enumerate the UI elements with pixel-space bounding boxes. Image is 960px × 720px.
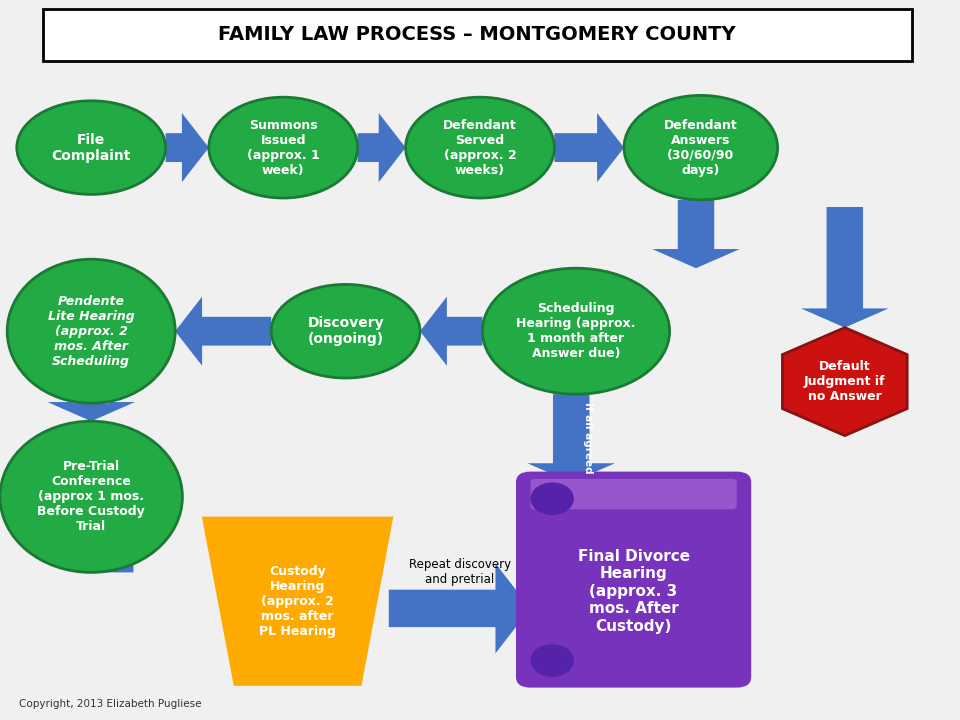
Polygon shape — [527, 395, 615, 482]
Text: Defendant
Answers
(30/60/90
days): Defendant Answers (30/60/90 days) — [664, 119, 737, 176]
Ellipse shape — [482, 268, 670, 395]
FancyBboxPatch shape — [43, 9, 912, 61]
Polygon shape — [202, 517, 394, 685]
Text: Discovery
(ongoing): Discovery (ongoing) — [307, 316, 384, 346]
FancyBboxPatch shape — [516, 472, 751, 688]
FancyBboxPatch shape — [530, 479, 737, 509]
Text: Defendant
Served
(approx. 2
weeks): Defendant Served (approx. 2 weeks) — [444, 119, 516, 176]
Text: Copyright, 2013 Elizabeth Pugliese: Copyright, 2013 Elizabeth Pugliese — [19, 699, 202, 709]
Ellipse shape — [531, 482, 574, 515]
Ellipse shape — [208, 97, 357, 198]
Ellipse shape — [531, 644, 574, 677]
Polygon shape — [165, 113, 208, 182]
Text: Repeat discovery
and pretrial: Repeat discovery and pretrial — [409, 559, 511, 586]
Ellipse shape — [8, 259, 175, 403]
Text: Default
Judgment if
no Answer: Default Judgment if no Answer — [804, 360, 885, 403]
Text: FAMILY LAW PROCESS – MONTGOMERY COUNTY: FAMILY LAW PROCESS – MONTGOMERY COUNTY — [218, 25, 736, 44]
Polygon shape — [71, 494, 159, 572]
Ellipse shape — [16, 101, 166, 194]
Text: Scheduling
Hearing (approx.
1 month after
Answer due): Scheduling Hearing (approx. 1 month afte… — [516, 302, 636, 360]
Polygon shape — [357, 113, 405, 182]
Ellipse shape — [0, 421, 182, 572]
Text: File
Complaint: File Complaint — [52, 132, 131, 163]
Ellipse shape — [624, 95, 778, 200]
Text: Final Divorce
Hearing
(approx. 3
mos. After
Custody): Final Divorce Hearing (approx. 3 mos. Af… — [578, 549, 689, 634]
Text: If all agreed: If all agreed — [583, 402, 592, 474]
Polygon shape — [389, 564, 530, 653]
Text: Custody
Hearing
(approx. 2
mos. after
PL Hearing: Custody Hearing (approx. 2 mos. after PL… — [259, 564, 336, 638]
Polygon shape — [801, 207, 889, 328]
Text: Summons
Issued
(approx. 1
week): Summons Issued (approx. 1 week) — [247, 119, 320, 176]
Polygon shape — [652, 199, 740, 268]
Polygon shape — [420, 297, 482, 366]
Ellipse shape — [271, 284, 420, 378]
Ellipse shape — [406, 97, 555, 198]
Text: Pendente
Lite Hearing
(approx. 2
mos. After
Scheduling: Pendente Lite Hearing (approx. 2 mos. Af… — [48, 294, 134, 368]
Polygon shape — [555, 113, 624, 182]
Polygon shape — [47, 402, 135, 421]
Polygon shape — [782, 328, 907, 436]
Text: Pre-Trial
Conference
(approx 1 mos.
Before Custody
Trial: Pre-Trial Conference (approx 1 mos. Befo… — [37, 460, 145, 534]
Polygon shape — [175, 297, 271, 366]
